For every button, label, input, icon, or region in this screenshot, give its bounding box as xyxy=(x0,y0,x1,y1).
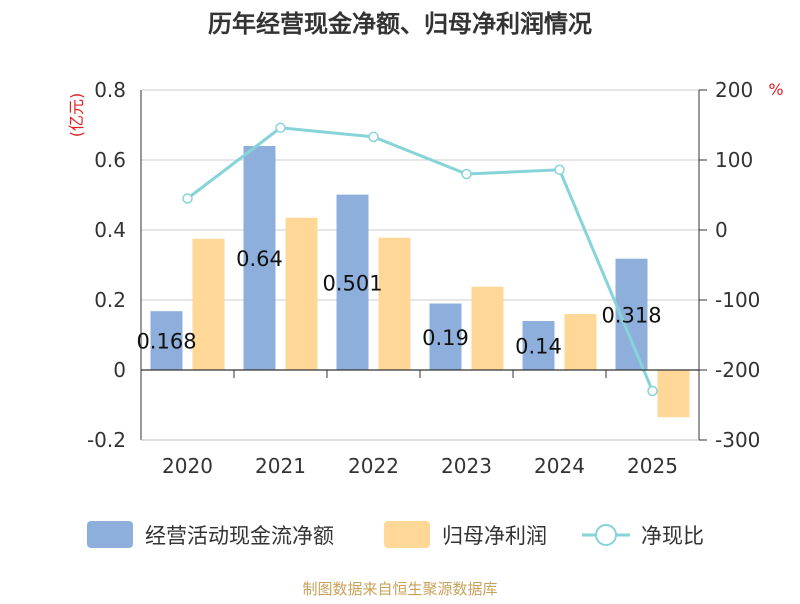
ratio-point-2020 xyxy=(182,193,193,204)
legend-label-ratio: 净现比 xyxy=(641,524,704,548)
bar-cashflow-2021 xyxy=(243,146,276,370)
x-tick-label: 2020 xyxy=(162,454,213,478)
y-right-tick-label: -100 xyxy=(715,288,760,312)
x-tick-label: 2023 xyxy=(441,454,492,478)
ratio-point-2024 xyxy=(554,164,565,176)
ratio-line xyxy=(186,126,654,392)
x-tick-label: 2021 xyxy=(255,454,306,478)
data-label-cashflow: 0.318 xyxy=(601,303,661,327)
y-right-tick-label: -300 xyxy=(715,428,760,452)
legend-swatch-net-profit xyxy=(384,521,430,548)
legend-swatch-cashflow xyxy=(87,521,133,548)
legend-marker-ratio xyxy=(595,524,617,546)
y-left-tick-label: 0.6 xyxy=(94,148,126,172)
bar-cashflow-2024 xyxy=(522,321,555,370)
ratio-point-2021 xyxy=(275,122,286,134)
bar-net-profit-2020 xyxy=(192,238,225,370)
y-right-tick-label: 0 xyxy=(715,218,728,242)
bar-cashflow-2023 xyxy=(429,303,462,370)
y-left-tick-label: -0.2 xyxy=(87,428,126,452)
bar-net-profit-2023 xyxy=(471,286,504,370)
bar-net-profit-2021 xyxy=(285,217,318,370)
data-label-cashflow: 0.501 xyxy=(322,271,382,295)
bar-cashflow-2020 xyxy=(150,311,183,370)
y-left-tick-label: 0 xyxy=(113,358,126,382)
x-tick-label: 2022 xyxy=(348,454,399,478)
legend-label-net-profit: 归母净利润 xyxy=(442,524,547,548)
bar-net-profit-2022 xyxy=(378,237,411,370)
data-label-cashflow: 0.14 xyxy=(515,335,562,359)
y-right-tick-label: 100 xyxy=(715,148,753,172)
bar-cashflow-2022 xyxy=(336,194,369,370)
x-tick-label: 2025 xyxy=(627,454,678,478)
legend-label-cashflow: 经营活动现金流净额 xyxy=(145,524,334,548)
data-label-cashflow: 0.168 xyxy=(136,330,196,354)
right-axis-unit-label: % xyxy=(768,80,783,99)
bar-net-profit-2024 xyxy=(564,314,597,370)
bar-net-profit-2025 xyxy=(657,370,690,418)
chart-title: 历年经营现金净额、归母净利润情况 xyxy=(208,10,592,38)
y-right-tick-label: -200 xyxy=(715,358,760,382)
y-left-tick-label: 0.4 xyxy=(94,218,126,242)
y-left-tick-label: 0.2 xyxy=(94,288,126,312)
y-right-tick-label: 200 xyxy=(715,78,753,102)
data-label-cashflow: 0.19 xyxy=(422,326,469,350)
ratio-point-2022 xyxy=(368,131,379,143)
ratio-point-2023 xyxy=(461,168,472,180)
ratio-point-2025 xyxy=(647,385,658,397)
source-footer: 制图数据来自恒生聚源数据库 xyxy=(302,580,497,598)
data-label-cashflow: 0.64 xyxy=(236,247,283,271)
left-axis-unit-label: (亿元) xyxy=(67,93,86,138)
y-left-tick-label: 0.8 xyxy=(94,78,126,102)
x-tick-label: 2024 xyxy=(534,454,585,478)
